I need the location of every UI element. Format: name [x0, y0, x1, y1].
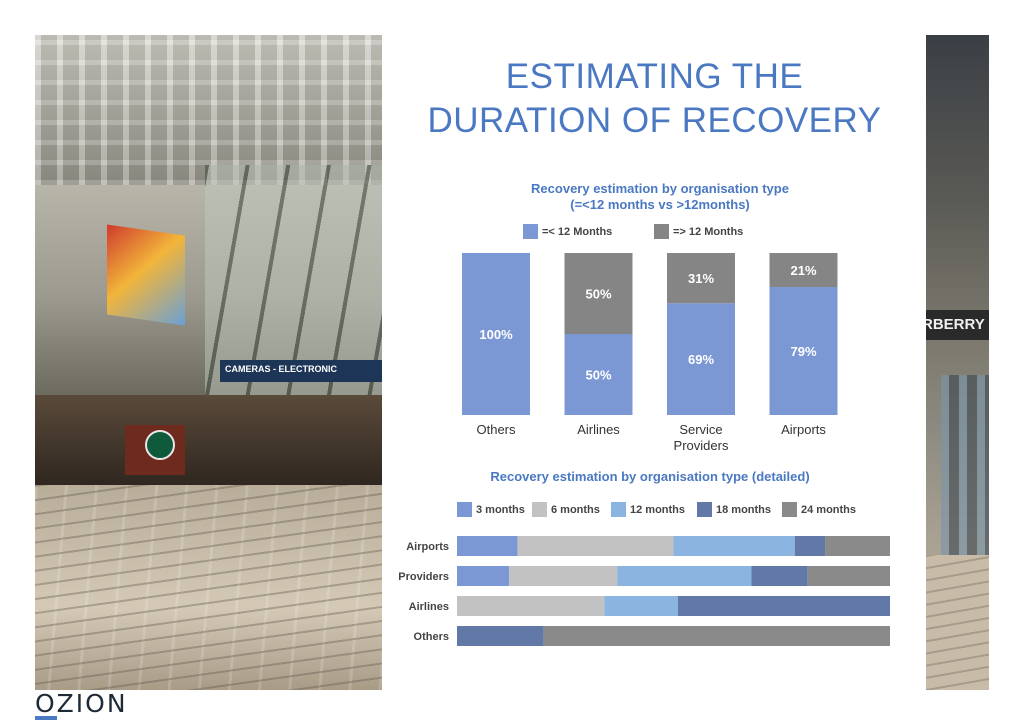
x-tick-label: Airports	[781, 422, 826, 437]
bar-within-12-months	[769, 287, 838, 415]
bar-segment	[677, 596, 890, 616]
legend-swatch-icon	[523, 224, 538, 239]
chart-1-legend-item-2: => 12 Months	[654, 224, 743, 239]
legend-swatch-icon	[697, 502, 712, 517]
chart-1-legend-item-1: =< 12 Months	[523, 224, 612, 239]
legend-label: 24 months	[801, 503, 857, 516]
data-label: 31%	[688, 271, 714, 286]
chart-2-title: Recovery estimation by organisation type…	[490, 469, 810, 484]
storefront-sign	[220, 360, 382, 382]
brand-logo: OZION	[35, 689, 128, 718]
y-tick-label: Airports	[406, 541, 449, 553]
bar-segment	[825, 536, 890, 556]
shop-sign	[926, 310, 989, 340]
chart-2-legend-item-2: 6 months	[532, 502, 600, 517]
shop-window	[941, 375, 989, 565]
legend-label: 6 months	[551, 503, 600, 516]
brand-underline	[35, 716, 57, 720]
chart-2-legend-item-4: 18 months	[697, 502, 771, 517]
bar-within-12-months	[667, 303, 735, 415]
chart-1-title-line-1: Recovery estimation by organisation type	[531, 181, 789, 196]
legend-label: 18 months	[716, 503, 772, 516]
bar-segment	[517, 536, 674, 556]
shop-area	[35, 395, 382, 485]
glass-facade	[205, 165, 382, 395]
bar-segment	[751, 566, 808, 586]
shop-sign-text: RBERRY	[926, 316, 985, 333]
chart-2-stacked-bars: Airports Providers Airlines Others	[398, 536, 890, 646]
bar-segment	[457, 626, 544, 646]
chart-2-legend-item-3: 12 months	[611, 502, 685, 517]
billboard	[107, 224, 185, 326]
page-title-line-2: DURATION OF RECOVERY	[427, 101, 882, 140]
x-tick-label: Others	[476, 422, 516, 437]
chart-2-legend-item-5: 24 months	[782, 502, 856, 517]
data-label: 21%	[790, 263, 816, 278]
legend-label: => 12 Months	[673, 225, 744, 238]
y-tick-label: Providers	[398, 571, 449, 583]
bar-within-12-months	[462, 253, 530, 415]
data-label: 50%	[585, 287, 611, 302]
bar-segment	[457, 536, 518, 556]
data-label: 100%	[479, 327, 513, 342]
y-tick-label: Others	[414, 631, 449, 643]
terminal-floor	[35, 485, 382, 690]
shop-floor	[926, 555, 989, 690]
bar-segment	[508, 566, 618, 586]
chart-1-stacked-bars: 100% Others 50% 50% Airlines 69% 31% ServicePro…	[462, 253, 838, 453]
page-title-line-1: ESTIMATING THE	[505, 57, 804, 96]
bar-segment	[457, 566, 509, 586]
page-title: ESTIMATING THE DURATION OF RECOVERY	[392, 55, 917, 143]
x-tick-label: Airlines	[577, 422, 620, 437]
x-tick-label: Providers	[674, 438, 729, 453]
bar-segment	[807, 566, 890, 586]
data-label: 69%	[688, 352, 714, 367]
bar-segment	[617, 566, 752, 586]
x-tick-label: Service	[679, 422, 722, 437]
bar-segment	[604, 596, 678, 616]
bar-segment	[457, 596, 605, 616]
legend-swatch-icon	[457, 502, 472, 517]
storefront-sign-text: CAMERAS - ELECTRONIC	[225, 364, 337, 374]
airport-terminal-photo: CAMERAS - ELECTRONIC	[35, 35, 382, 690]
bar-over-12-months	[564, 253, 633, 334]
legend-swatch-icon	[611, 502, 626, 517]
coffee-logo-icon	[145, 430, 175, 460]
legend-swatch-icon	[782, 502, 797, 517]
bar-over-12-months	[667, 253, 735, 304]
bar-within-12-months	[564, 334, 633, 415]
chart-1-title: Recovery estimation by organisation type…	[450, 181, 870, 213]
chart-1-title-line-2: (=<12 months vs >12months)	[570, 197, 750, 212]
bar-segment	[794, 536, 826, 556]
data-label: 79%	[790, 344, 816, 359]
legend-label: =< 12 Months	[542, 225, 613, 238]
legend-swatch-icon	[532, 502, 547, 517]
legend-label: 3 months	[476, 503, 525, 516]
legend-swatch-icon	[654, 224, 669, 239]
bar-over-12-months	[769, 253, 838, 288]
chart-2-legend-item-1: 3 months	[457, 502, 525, 517]
airport-shopfront-photo: RBERRY	[926, 35, 989, 690]
legend-label: 12 months	[630, 503, 686, 516]
bar-segment	[673, 536, 795, 556]
bar-segment	[543, 626, 890, 646]
data-label: 50%	[585, 368, 611, 383]
y-tick-label: Airlines	[409, 601, 449, 613]
ceiling-structure	[35, 35, 382, 185]
